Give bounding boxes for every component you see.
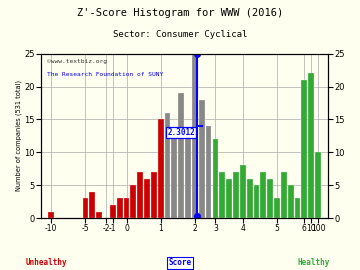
Bar [123, 198, 129, 218]
Bar [301, 80, 307, 218]
Bar [144, 179, 150, 218]
Bar [192, 54, 198, 218]
Bar [89, 192, 95, 218]
Bar [212, 139, 218, 218]
Bar [294, 198, 300, 218]
Bar [260, 172, 266, 218]
Bar [267, 179, 273, 218]
Text: Score: Score [168, 258, 192, 267]
Bar [171, 133, 177, 218]
Bar [247, 179, 252, 218]
Y-axis label: Number of companies (531 total): Number of companies (531 total) [15, 80, 22, 191]
Bar [199, 100, 204, 218]
Bar [288, 185, 293, 218]
Bar [137, 172, 143, 218]
Bar [48, 212, 54, 218]
Bar [226, 179, 232, 218]
Bar [185, 133, 191, 218]
Bar [308, 73, 314, 218]
Bar [178, 93, 184, 218]
Bar [158, 119, 163, 218]
Text: Healthy: Healthy [297, 258, 329, 267]
Bar [130, 185, 136, 218]
Text: Z'-Score Histogram for WWW (2016): Z'-Score Histogram for WWW (2016) [77, 8, 283, 18]
Bar [165, 113, 170, 218]
Bar [219, 172, 225, 218]
Text: 2.3012: 2.3012 [167, 128, 195, 137]
Bar [315, 152, 321, 218]
Bar [151, 172, 157, 218]
Bar [117, 198, 122, 218]
Text: Sector: Consumer Cyclical: Sector: Consumer Cyclical [113, 30, 247, 39]
Bar [82, 198, 89, 218]
Text: Unhealthy: Unhealthy [26, 258, 68, 267]
Text: ©www.textbiz.org: ©www.textbiz.org [47, 59, 107, 63]
Bar [206, 126, 211, 218]
Bar [240, 166, 246, 218]
Bar [253, 185, 259, 218]
Bar [274, 198, 280, 218]
Text: The Research Foundation of SUNY: The Research Foundation of SUNY [47, 72, 163, 77]
Bar [96, 212, 102, 218]
Bar [110, 205, 116, 218]
Bar [233, 172, 239, 218]
Bar [281, 172, 287, 218]
